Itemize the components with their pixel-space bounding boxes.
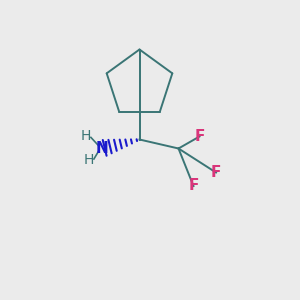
Text: H: H	[83, 154, 94, 167]
Text: N: N	[96, 141, 108, 156]
Text: F: F	[188, 178, 199, 194]
Text: F: F	[211, 165, 221, 180]
Text: F: F	[194, 129, 205, 144]
Text: H: H	[80, 130, 91, 143]
